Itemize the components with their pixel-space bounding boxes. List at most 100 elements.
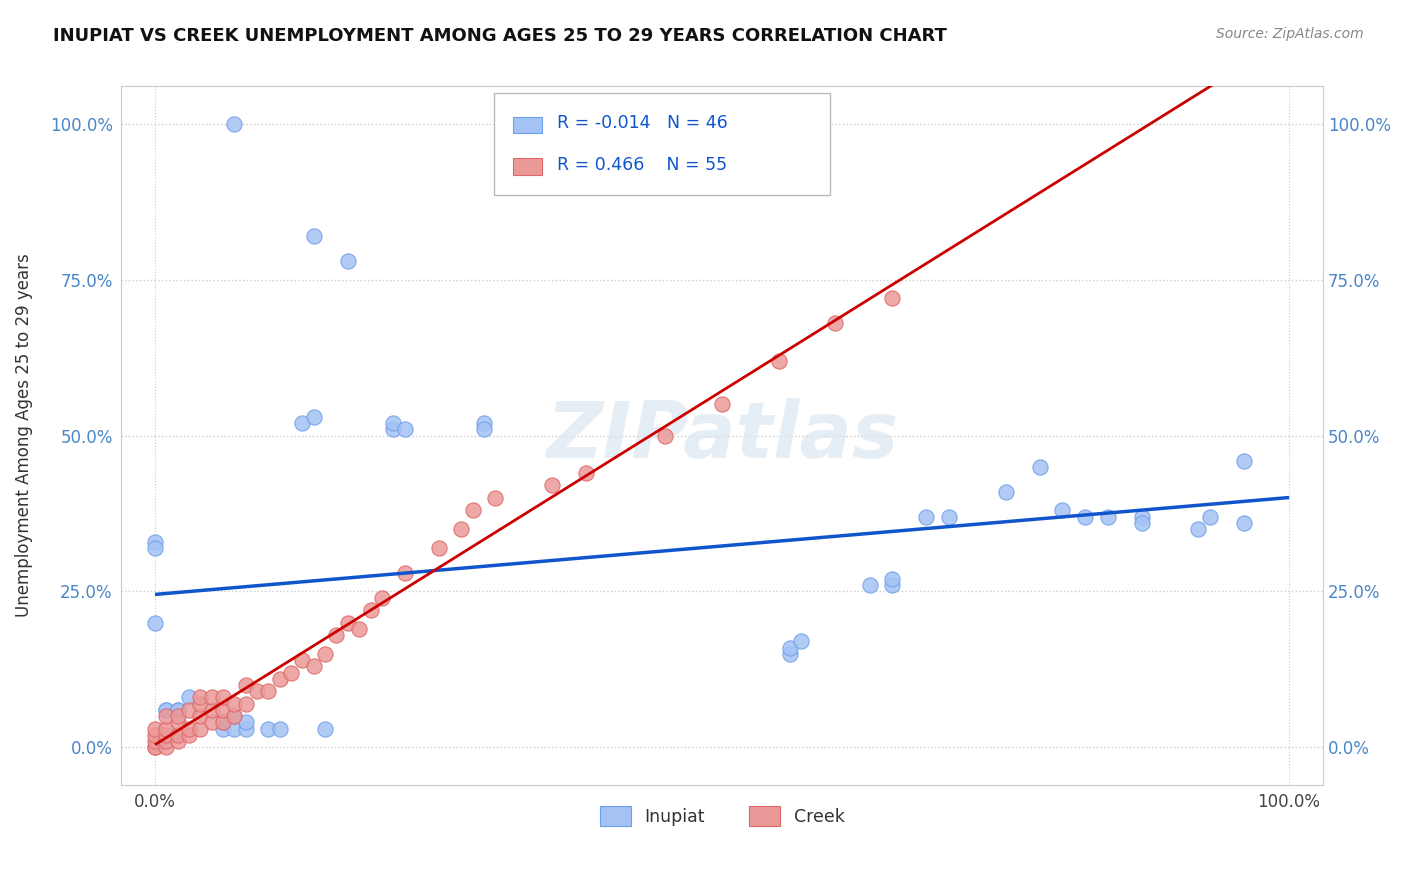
Point [257, 722, 280, 736]
Point [461, 503, 484, 517]
Point [858, 578, 880, 592]
Point [450, 522, 472, 536]
Point [190, 697, 212, 711]
Point [166, 728, 188, 742]
Point [143, 541, 166, 555]
Point [1052, 503, 1074, 517]
Text: Source: ZipAtlas.com: Source: ZipAtlas.com [1216, 27, 1364, 41]
Point [155, 703, 177, 717]
Point [166, 715, 188, 730]
Point [994, 484, 1017, 499]
Point [824, 316, 846, 330]
Point [235, 722, 257, 736]
Point [1130, 509, 1153, 524]
Point [915, 509, 938, 524]
Text: R = -0.014   N = 46: R = -0.014 N = 46 [557, 114, 728, 132]
Point [155, 740, 177, 755]
Point [212, 703, 235, 717]
Point [201, 703, 224, 717]
FancyBboxPatch shape [494, 94, 831, 194]
Point [143, 740, 166, 755]
Point [166, 709, 188, 723]
Point [190, 690, 212, 705]
Point [269, 722, 291, 736]
Point [394, 422, 416, 436]
Point [382, 422, 405, 436]
Point [382, 416, 405, 430]
Point [347, 622, 370, 636]
Point [1233, 516, 1256, 530]
Point [575, 466, 598, 480]
Point [302, 229, 325, 244]
Point [177, 703, 200, 717]
Point [224, 709, 246, 723]
Text: INUPIAT VS CREEK UNEMPLOYMENT AMONG AGES 25 TO 29 YEARS CORRELATION CHART: INUPIAT VS CREEK UNEMPLOYMENT AMONG AGES… [53, 27, 948, 45]
Point [291, 653, 314, 667]
Point [155, 722, 177, 736]
FancyBboxPatch shape [513, 117, 541, 133]
Point [166, 703, 188, 717]
Point [224, 709, 246, 723]
Point [394, 566, 416, 580]
Point [190, 709, 212, 723]
Point [1130, 516, 1153, 530]
Point [302, 659, 325, 673]
Point [224, 722, 246, 736]
Point [882, 578, 904, 592]
Point [201, 715, 224, 730]
Point [235, 697, 257, 711]
FancyBboxPatch shape [513, 159, 541, 175]
Point [143, 734, 166, 748]
Point [779, 647, 801, 661]
Point [779, 640, 801, 655]
Y-axis label: Unemployment Among Ages 25 to 29 years: Unemployment Among Ages 25 to 29 years [15, 253, 32, 617]
Point [882, 572, 904, 586]
Point [1028, 459, 1050, 474]
Point [711, 397, 734, 411]
Point [790, 634, 813, 648]
Point [177, 690, 200, 705]
Point [1074, 509, 1097, 524]
Point [155, 709, 177, 723]
Point [302, 409, 325, 424]
Point [257, 684, 280, 698]
Point [235, 715, 257, 730]
Text: ZIPatlas: ZIPatlas [546, 398, 898, 474]
Point [212, 690, 235, 705]
Point [291, 416, 314, 430]
Point [1233, 453, 1256, 467]
Point [1198, 509, 1220, 524]
Point [246, 684, 269, 698]
Point [212, 722, 235, 736]
Point [269, 672, 291, 686]
Point [224, 117, 246, 131]
Point [280, 665, 302, 680]
Point [155, 703, 177, 717]
Point [235, 678, 257, 692]
Point [472, 422, 495, 436]
Point [484, 491, 506, 505]
Point [143, 534, 166, 549]
Point [360, 603, 382, 617]
Point [882, 292, 904, 306]
Text: R = 0.466    N = 55: R = 0.466 N = 55 [557, 156, 727, 174]
Point [325, 628, 347, 642]
Point [177, 728, 200, 742]
Point [314, 647, 336, 661]
Point [155, 728, 177, 742]
Point [768, 353, 790, 368]
Point [212, 715, 235, 730]
Point [143, 740, 166, 755]
Point [1187, 522, 1209, 536]
Point [371, 591, 394, 605]
Point [427, 541, 450, 555]
Point [166, 703, 188, 717]
Point [938, 509, 960, 524]
Point [201, 690, 224, 705]
Point [212, 715, 235, 730]
Point [541, 478, 564, 492]
Point [143, 722, 166, 736]
Point [224, 697, 246, 711]
Point [190, 722, 212, 736]
Point [166, 734, 188, 748]
